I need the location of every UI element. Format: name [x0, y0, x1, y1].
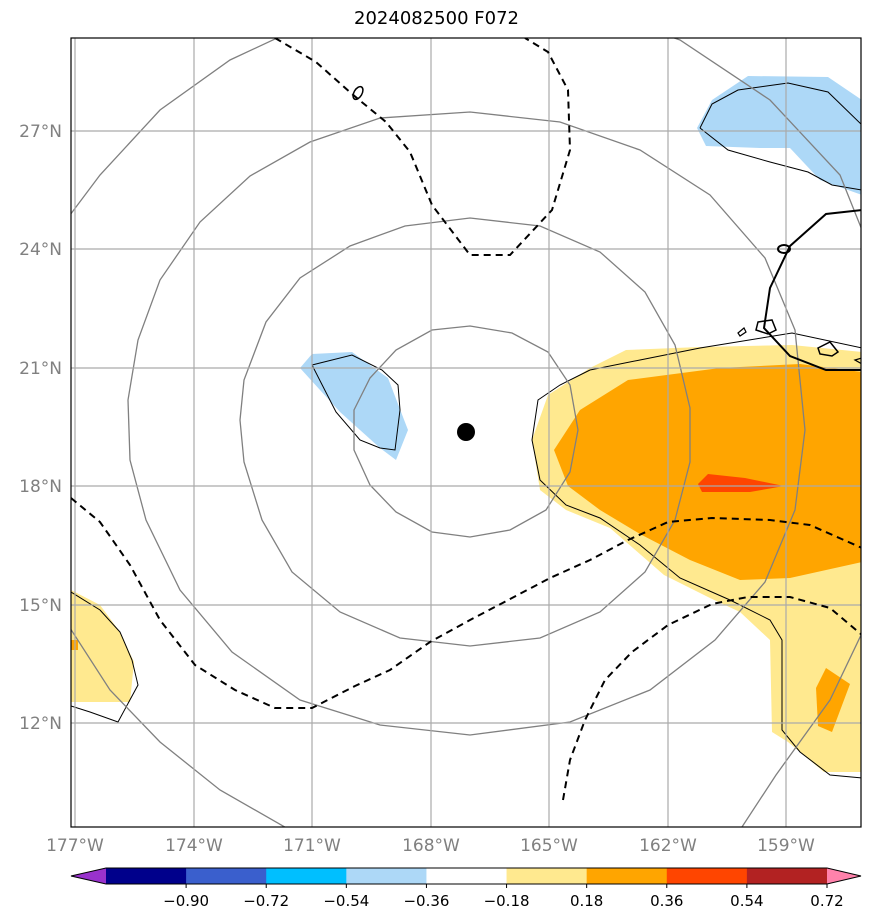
thin-outlines	[71, 82, 861, 779]
colorbar-extend-min	[71, 868, 106, 884]
neg-anomaly-ne	[697, 76, 861, 195]
solid-contours	[352, 85, 861, 371]
latitude-labels: 27°N 24°N 21°N 18°N 15°N 12°N	[19, 122, 62, 734]
pos-anomaly-east-orange	[554, 364, 861, 580]
lon-label: 162°W	[639, 836, 697, 856]
map-title: 2024082500 F072	[354, 8, 519, 29]
colorbar-tick-label: 0.72	[810, 892, 843, 910]
longitude-labels: 177°W 174°W 171°W 168°W 165°W 162°W 159°…	[46, 836, 815, 856]
colorbar-swatch	[506, 868, 588, 884]
colorbar-swatch	[426, 868, 508, 884]
anomaly-fills	[71, 76, 861, 772]
colorbar-extend-max	[827, 868, 861, 884]
colorbar-tick-label: 0.18	[570, 892, 603, 910]
radius-circles	[71, 38, 861, 827]
lat-label: 12°N	[19, 714, 62, 734]
colorbar-tick-label: −0.54	[323, 892, 369, 910]
map-border	[70, 37, 862, 828]
lon-label: 171°W	[283, 836, 341, 856]
colorbar-swatch	[586, 868, 668, 884]
colorbar-swatch	[746, 868, 828, 884]
lon-label: 159°W	[757, 836, 815, 856]
lat-label: 27°N	[19, 122, 62, 142]
colorbar-outline	[70, 867, 862, 885]
colorbar-tick-label: −0.72	[243, 892, 289, 910]
storm-center-marker	[457, 423, 475, 441]
graticule	[71, 38, 861, 827]
colorbar-tick-label: −0.36	[403, 892, 449, 910]
map-plot-area	[71, 38, 861, 827]
colorbar-swatch	[346, 868, 427, 884]
lat-label: 21°N	[19, 359, 62, 379]
colorbar: −0.90 −0.72 −0.54 −0.36 −0.18 0.18 0.36 0.54 0.7…	[70, 867, 862, 910]
pos-anomaly-south-orange	[816, 668, 850, 732]
colorbar-swatch	[666, 868, 748, 884]
colorbar-swatch	[186, 868, 267, 884]
colorbar-tick-label: −0.90	[163, 892, 209, 910]
colorbar-tick-label: −0.18	[484, 892, 530, 910]
pos-anomaly-east-red	[698, 474, 784, 492]
lon-label: 174°W	[165, 836, 223, 856]
dashed-contours	[71, 38, 861, 801]
lat-label: 18°N	[19, 477, 62, 497]
colorbar-swatch	[266, 868, 347, 884]
colorbar-tick-label: 0.36	[650, 892, 683, 910]
lon-label: 165°W	[520, 836, 578, 856]
pos-anomaly-sw-yellow	[71, 590, 134, 702]
lat-label: 24°N	[19, 240, 62, 260]
lat-label: 15°N	[19, 596, 62, 616]
neg-anomaly-center	[300, 352, 408, 460]
lon-label: 168°W	[402, 836, 460, 856]
colorbar-tick-label: 0.54	[730, 892, 763, 910]
colorbar-swatch	[106, 868, 187, 884]
lon-label: 177°W	[46, 836, 104, 856]
